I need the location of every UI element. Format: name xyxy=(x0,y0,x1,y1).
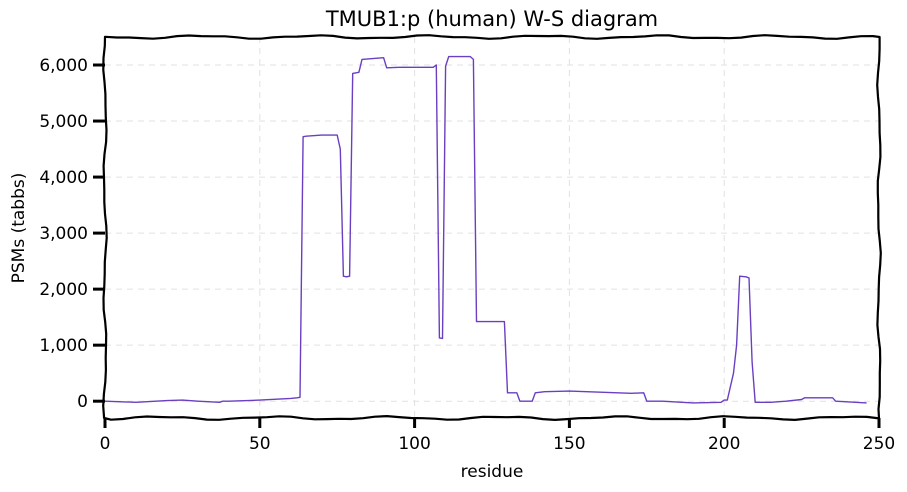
grid xyxy=(105,37,879,418)
chart-title: TMUB1:p (human) W-S diagram xyxy=(325,7,658,31)
y-tick-label: 2,000 xyxy=(39,280,88,300)
y-tick-label: 0 xyxy=(77,392,88,412)
series-layer xyxy=(104,55,867,404)
x-axis-label: residue xyxy=(461,462,524,482)
y-tick-label: 1,000 xyxy=(39,336,88,356)
x-tick-label: 250 xyxy=(863,434,895,454)
y-axis-label: PSMs (tabbs) xyxy=(9,173,29,284)
x-tick-label: 200 xyxy=(708,434,740,454)
series-line xyxy=(104,55,867,404)
y-tick-label: 6,000 xyxy=(39,56,88,76)
plot-frame xyxy=(102,34,882,421)
y-tick-label: 5,000 xyxy=(39,112,88,132)
x-tick-label: 150 xyxy=(553,434,585,454)
y-tick-label: 4,000 xyxy=(39,168,88,188)
x-tick-label: 0 xyxy=(100,434,111,454)
y-axis: 0 1,000 2,000 3,000 4,000 5,000 6,000 xyxy=(39,56,105,412)
x-axis: 0 50 100 150 200 250 xyxy=(100,418,895,454)
x-tick-label: 100 xyxy=(398,434,430,454)
x-tick-label: 50 xyxy=(249,434,271,454)
y-tick-label: 3,000 xyxy=(39,224,88,244)
